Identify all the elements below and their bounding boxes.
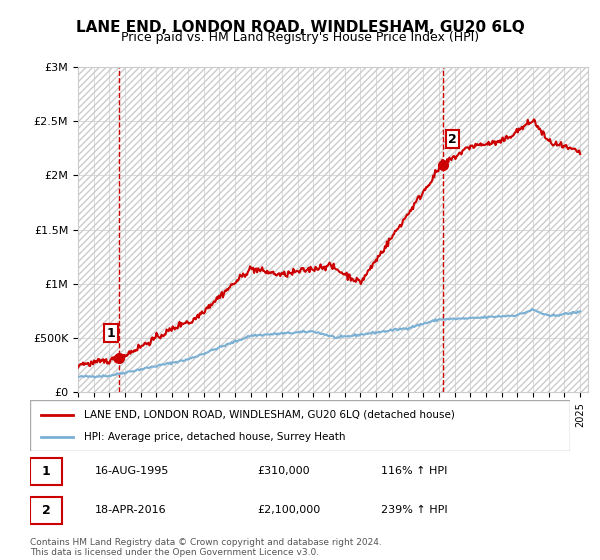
Text: £310,000: £310,000 bbox=[257, 466, 310, 476]
Text: £2,100,000: £2,100,000 bbox=[257, 506, 320, 515]
Text: LANE END, LONDON ROAD, WINDLESHAM, GU20 6LQ: LANE END, LONDON ROAD, WINDLESHAM, GU20 … bbox=[76, 20, 524, 35]
Text: LANE END, LONDON ROAD, WINDLESHAM, GU20 6LQ (detached house): LANE END, LONDON ROAD, WINDLESHAM, GU20 … bbox=[84, 409, 455, 419]
Text: 2: 2 bbox=[42, 504, 50, 517]
Text: 2: 2 bbox=[448, 133, 457, 146]
Text: 239% ↑ HPI: 239% ↑ HPI bbox=[381, 506, 448, 515]
Text: Contains HM Land Registry data © Crown copyright and database right 2024.
This d: Contains HM Land Registry data © Crown c… bbox=[30, 538, 382, 557]
FancyBboxPatch shape bbox=[30, 458, 62, 485]
FancyBboxPatch shape bbox=[30, 497, 62, 524]
Text: 16-AUG-1995: 16-AUG-1995 bbox=[95, 466, 169, 476]
Text: 18-APR-2016: 18-APR-2016 bbox=[95, 506, 166, 515]
Text: Price paid vs. HM Land Registry's House Price Index (HPI): Price paid vs. HM Land Registry's House … bbox=[121, 31, 479, 44]
Text: HPI: Average price, detached house, Surrey Heath: HPI: Average price, detached house, Surr… bbox=[84, 432, 346, 442]
Text: 1: 1 bbox=[42, 465, 50, 478]
Text: 1: 1 bbox=[107, 327, 115, 340]
Text: 116% ↑ HPI: 116% ↑ HPI bbox=[381, 466, 448, 476]
FancyBboxPatch shape bbox=[30, 400, 570, 451]
